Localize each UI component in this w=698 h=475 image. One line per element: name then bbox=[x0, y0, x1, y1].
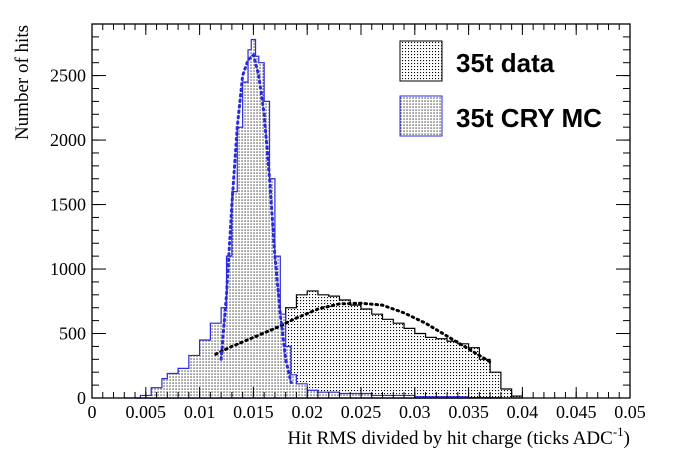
legend: 35t data 35t CRY MC bbox=[399, 40, 602, 137]
y-tick-label: 1000 bbox=[50, 259, 86, 279]
x-axis-label-main: Hit RMS divided by hit charge (ticks ADC bbox=[288, 428, 613, 449]
x-tick-label: 0.03 bbox=[399, 402, 431, 422]
legend-label-35t-cry-mc: 35t CRY MC bbox=[456, 103, 602, 133]
legend-swatch-35t-data bbox=[399, 40, 443, 82]
y-tick-label: 2500 bbox=[50, 66, 86, 86]
legend-swatch-35t-cry-mc bbox=[399, 95, 443, 137]
x-tick-label: 0 bbox=[88, 402, 97, 422]
y-axis: 0 500 1000 1500 2000 2500 bbox=[50, 23, 630, 408]
x-tick-label: 0.025 bbox=[341, 402, 382, 422]
x-tick-label: 0.04 bbox=[507, 402, 539, 422]
x-tick-label: 0.035 bbox=[448, 402, 489, 422]
fit-curve-35t-cry-mc bbox=[219, 52, 293, 385]
fit-curve-35t-data bbox=[214, 301, 492, 364]
x-axis-label-suffix: ) bbox=[624, 428, 630, 449]
x-tick-label: 0.015 bbox=[233, 402, 274, 422]
y-tick-label: 0 bbox=[77, 388, 86, 408]
legend-label-35t-data: 35t data bbox=[456, 48, 555, 78]
y-tick-label: 2000 bbox=[50, 130, 86, 150]
x-tick-label: 0.01 bbox=[184, 402, 216, 422]
x-axis-label: Hit RMS divided by hit charge (ticks ADC… bbox=[288, 424, 630, 449]
x-tick-label: 0.005 bbox=[126, 402, 167, 422]
y-tick-label: 500 bbox=[59, 324, 86, 344]
y-axis-label: Number of hits bbox=[12, 25, 33, 140]
x-tick-label: 0.045 bbox=[556, 402, 597, 422]
x-tick-label: 0.02 bbox=[291, 402, 323, 422]
x-axis-label-superscript: -1 bbox=[613, 424, 624, 439]
fit-layer bbox=[214, 52, 492, 385]
x-axis: 0 0.005 0.01 0.015 0.02 0.025 0.03 0.035 0.04 0.0… bbox=[88, 24, 646, 422]
x-tick-label: 0.05 bbox=[614, 402, 646, 422]
y-tick-label: 1500 bbox=[50, 195, 86, 215]
